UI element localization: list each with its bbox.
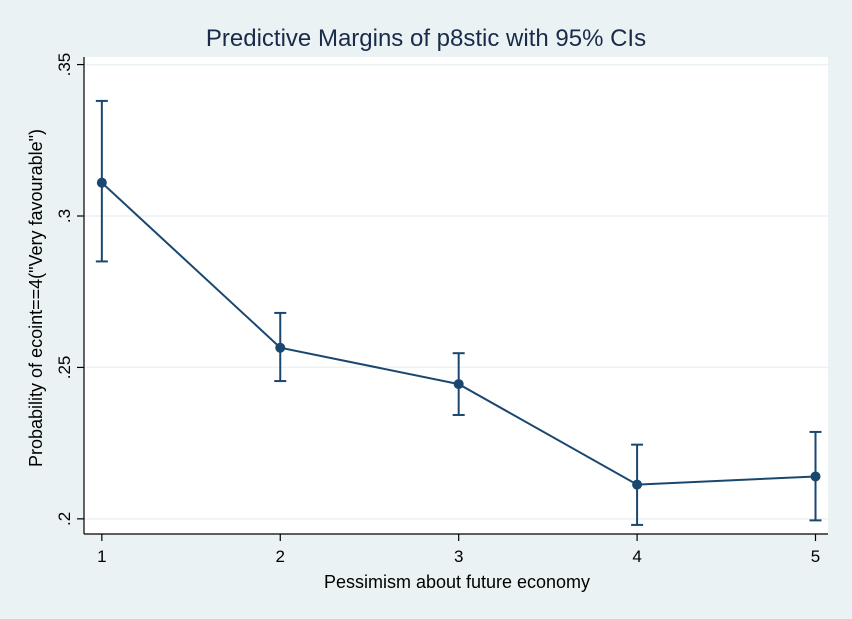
x-tick-label: 4 bbox=[632, 547, 641, 566]
plot-area bbox=[84, 57, 828, 534]
y-tick-label: .2 bbox=[55, 512, 74, 526]
x-axis-label: Pessimism about future economy bbox=[324, 572, 590, 592]
x-tick-label: 3 bbox=[454, 547, 463, 566]
data-point bbox=[275, 342, 286, 353]
y-tick-label: .25 bbox=[55, 356, 74, 380]
x-tick-label: 1 bbox=[97, 547, 106, 566]
grid-lines bbox=[84, 63, 828, 520]
y-axis-ticks: .2 .25 .3 .35 bbox=[55, 53, 84, 526]
y-tick-label: .3 bbox=[55, 209, 74, 223]
data-point bbox=[453, 379, 464, 390]
data-point bbox=[96, 177, 107, 188]
y-tick-label: .35 bbox=[55, 53, 74, 77]
x-axis-ticks: 1 2 3 4 5 bbox=[97, 534, 820, 566]
chart-title: Predictive Margins of p8stic with 95% CI… bbox=[206, 25, 646, 52]
x-tick-label: 2 bbox=[276, 547, 285, 566]
data-point bbox=[810, 471, 821, 482]
y-axis-label: Probability of ecoint==4("Very favourabl… bbox=[26, 129, 46, 467]
data-point bbox=[632, 479, 643, 490]
data-points bbox=[96, 177, 821, 490]
x-tick-label: 5 bbox=[811, 547, 820, 566]
